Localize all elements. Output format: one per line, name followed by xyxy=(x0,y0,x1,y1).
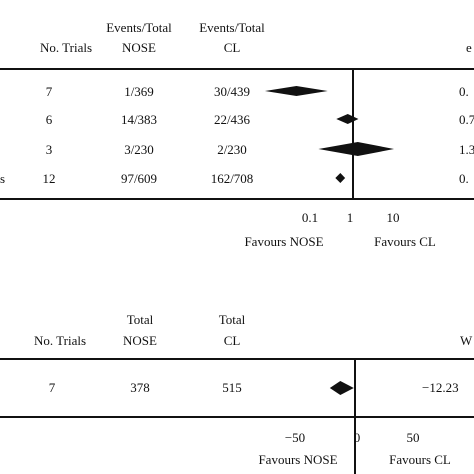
header-nose-bottom: NOSE xyxy=(122,40,156,55)
forest-marks-top xyxy=(264,86,395,183)
row-right-value: −12.23 xyxy=(422,380,459,395)
x-tick-label: −50 xyxy=(285,430,305,445)
row-cl: 515 xyxy=(222,380,242,395)
favours-nose-label: Favours NOSE xyxy=(258,452,337,467)
row-trials: 12 xyxy=(43,171,56,186)
x-tick-label: 1 xyxy=(347,210,354,225)
row-nose: 1/369 xyxy=(124,84,154,99)
favours-nose-label: Favours NOSE xyxy=(244,234,323,249)
forest-marks-bottom xyxy=(329,381,354,395)
effect-estimate-diamond xyxy=(336,114,359,124)
row-nose: 97/609 xyxy=(121,171,157,186)
row-cl: 22/436 xyxy=(214,112,251,127)
favours-cl-label: Favours CL xyxy=(389,452,451,467)
header-cl-top: Total xyxy=(219,312,246,327)
row-nose: 378 xyxy=(130,380,150,395)
row-cl: 2/230 xyxy=(217,142,247,157)
x-tick-label: 50 xyxy=(407,430,420,445)
row-trials: 3 xyxy=(46,142,53,157)
header-nose-top: Total xyxy=(127,312,154,327)
row-right-value: 0. xyxy=(459,84,469,99)
row-right-value: 0.7 xyxy=(459,112,474,127)
header-cl-bottom: CL xyxy=(224,333,241,348)
x-tick-label: 0 xyxy=(354,430,361,445)
effect-estimate-diamond xyxy=(318,142,395,156)
header-trials: No. Trials xyxy=(40,40,92,55)
row-trials: 7 xyxy=(49,380,56,395)
header-nose-bottom: NOSE xyxy=(123,333,157,348)
header-right-col: e xyxy=(466,40,472,55)
header-cl-top: Events/Total xyxy=(199,20,265,35)
row-right-value: 0. xyxy=(459,171,469,186)
row-label: s xyxy=(0,171,5,186)
header-right-col: W xyxy=(460,333,473,348)
effect-estimate-diamond xyxy=(335,173,346,183)
x-tick-label: 0.1 xyxy=(302,210,318,225)
favours-cl-label: Favours CL xyxy=(374,234,436,249)
row-trials: 7 xyxy=(46,84,53,99)
forest-panel-top: No. Trials Events/Total NOSE Events/Tota… xyxy=(0,20,474,249)
row-nose: 3/230 xyxy=(124,142,154,157)
row-cl: 162/708 xyxy=(211,171,254,186)
row-right-value: 1.3 xyxy=(459,142,474,157)
row-trials: 6 xyxy=(46,112,53,127)
header-nose-top: Events/Total xyxy=(106,20,172,35)
effect-estimate-diamond xyxy=(329,381,354,395)
x-tick-label: 10 xyxy=(387,210,400,225)
row-nose: 14/383 xyxy=(121,112,157,127)
forest-panel-bottom: No. Trials Total NOSE Total CL W 7 378 5… xyxy=(0,312,474,474)
header-trials: No. Trials xyxy=(34,333,86,348)
effect-estimate-diamond xyxy=(264,86,328,96)
header-cl-bottom: CL xyxy=(224,40,241,55)
row-cl: 30/439 xyxy=(214,84,250,99)
